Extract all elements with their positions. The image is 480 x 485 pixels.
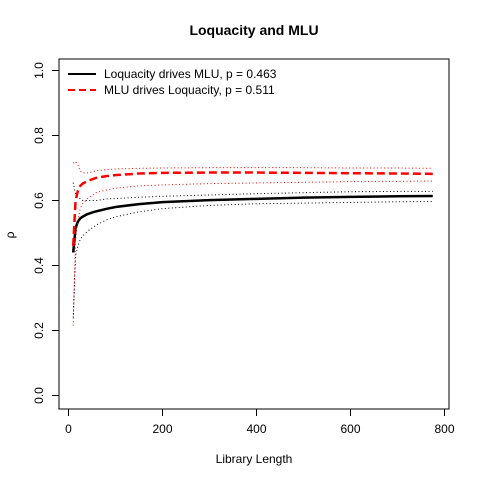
- y-tick-label: 0.4: [32, 257, 46, 274]
- y-axis-label: ρ: [3, 231, 17, 238]
- x-tick-label: 800: [434, 422, 454, 436]
- legend-label: Loquacity drives MLU, p = 0.463: [104, 67, 277, 81]
- y-tick-label: 0.6: [32, 192, 46, 209]
- x-tick-label: 400: [246, 422, 266, 436]
- y-tick-label: 0.0: [32, 387, 46, 404]
- y-tick-label: 0.2: [32, 322, 46, 339]
- x-tick-label: 600: [340, 422, 360, 436]
- legend-label: MLU drives Loquacity, p = 0.511: [104, 83, 275, 97]
- x-tick-label: 0: [65, 422, 72, 436]
- x-tick-label: 200: [152, 422, 172, 436]
- chart-title: Loquacity and MLU: [189, 22, 318, 38]
- y-tick-label: 0.8: [32, 127, 46, 144]
- x-axis-label: Library Length: [216, 452, 293, 466]
- y-tick-label: 1.0: [32, 62, 46, 79]
